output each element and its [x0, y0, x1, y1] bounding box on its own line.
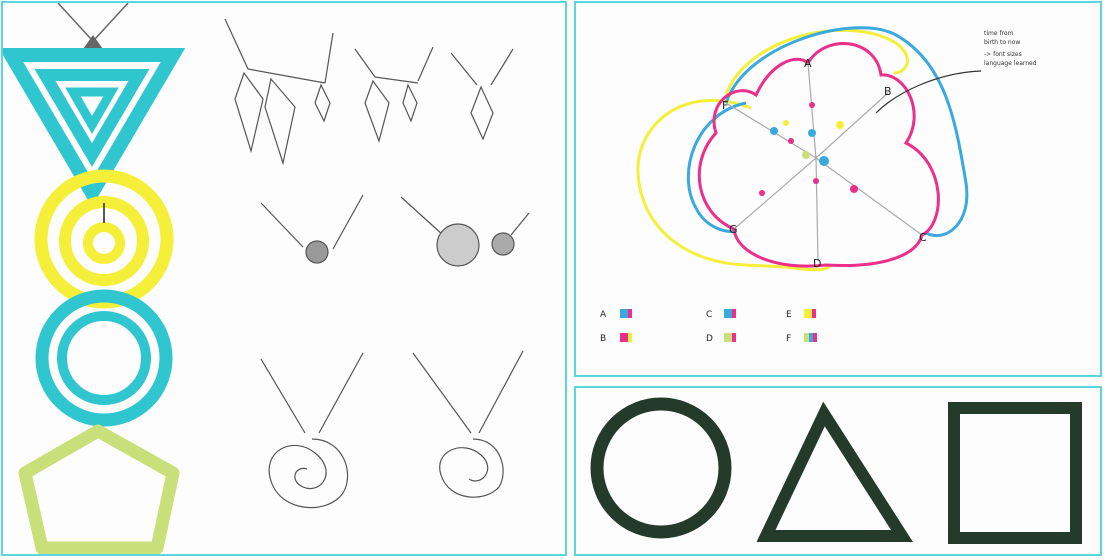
square-shape: [948, 402, 1082, 544]
concentric-circles-yellow-pendant: [34, 169, 174, 309]
node-label-c: C: [919, 231, 927, 244]
pendant-chain: [57, 3, 129, 40]
annotation-note: time from birth to now -> font sizes lan…: [984, 30, 1037, 67]
legend-label-f: F: [786, 334, 791, 344]
legend-label-e: E: [786, 310, 792, 320]
legend-label-c: C: [706, 310, 712, 320]
magenta-petals: [697, 42, 940, 268]
legend-label-b: B: [600, 334, 606, 344]
double-ring-teal-pendant: [35, 289, 173, 427]
note-line-4: language learned: [984, 60, 1037, 67]
pendant-clasp: [83, 35, 103, 49]
yellow-loop-top: [724, 28, 909, 96]
node-label-a: A: [804, 57, 812, 70]
note-line-1: time from: [984, 30, 1014, 37]
node-label-g: G: [729, 223, 738, 236]
blue-loop: [724, 26, 969, 237]
necklace-sketch-panel: [1, 1, 567, 556]
circle-shape: [590, 397, 732, 539]
legend-label-d: D: [706, 334, 713, 344]
annotation-arrow: [875, 70, 982, 114]
spiral-necklace-sketch: [260, 350, 524, 509]
node-dots: [759, 102, 858, 196]
note-line-3: -> font sizes: [984, 51, 1022, 58]
note-line-2: birth to now: [984, 39, 1020, 46]
pentagon-green-pendant: [18, 424, 180, 554]
basic-shapes-panel: [574, 386, 1102, 556]
necklace-sketches: [3, 3, 530, 554]
crystal-necklace-sketch: [224, 18, 514, 166]
basic-shapes: [590, 397, 1082, 544]
legend-label-a: A: [600, 310, 607, 320]
radial-concept-diagram: A B C D G F time from birth to now -> fo…: [600, 26, 1037, 344]
spokes: [725, 62, 923, 262]
node-label-f: F: [722, 99, 728, 112]
yellow-loop: [636, 98, 833, 272]
nested-triangles-pendant: [3, 48, 186, 207]
triangle-shape: [756, 401, 913, 542]
node-label-b: B: [884, 85, 892, 98]
node-label-d: D: [813, 257, 821, 270]
radial-concept-diagram-panel: A B C D G F time from birth to now -> fo…: [574, 1, 1102, 377]
bead-necklace-sketch: [260, 194, 530, 267]
color-legend: A B C D E F: [600, 309, 817, 344]
node-labels: A B C D G F: [722, 57, 927, 270]
blue-loop-left: [686, 101, 747, 233]
